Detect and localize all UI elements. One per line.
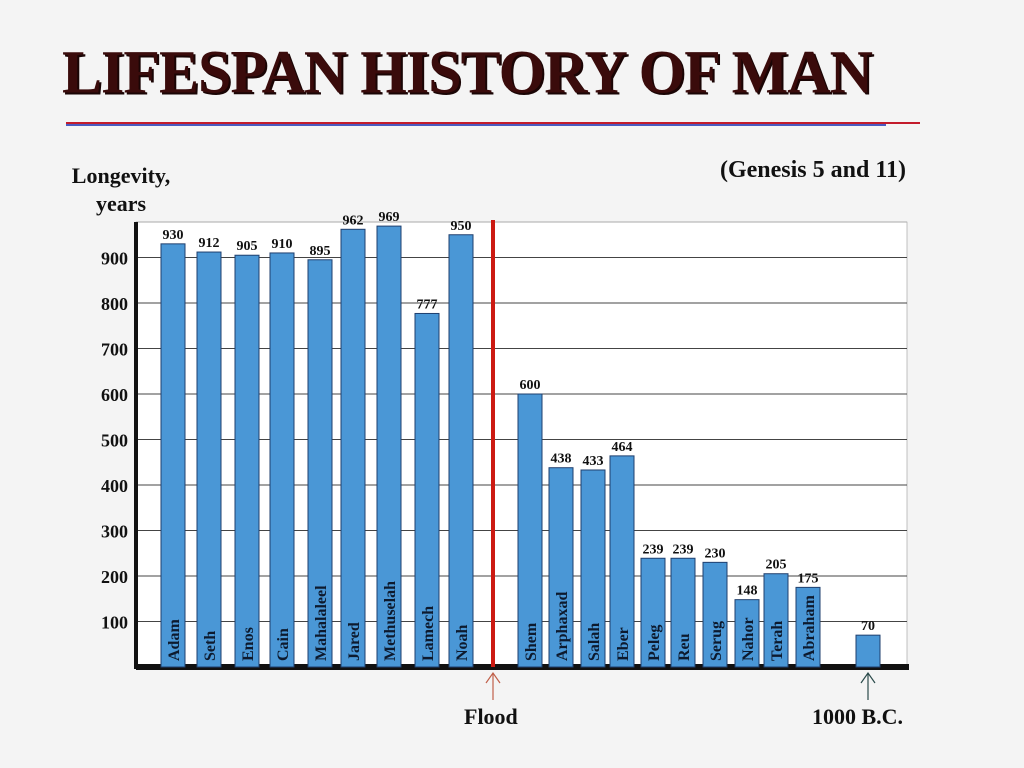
bar-category-label: Noah bbox=[454, 624, 471, 661]
bar-category-label: Nahor bbox=[740, 617, 757, 661]
bar-value-label: 912 bbox=[199, 236, 220, 251]
bar-value-label: 777 bbox=[417, 297, 438, 312]
y-tick-label: 800 bbox=[101, 294, 128, 314]
bar-category-label: Mahalaleel bbox=[313, 585, 330, 661]
bar-value-label: 148 bbox=[737, 584, 758, 599]
bc-annotation: 1000 B.C. bbox=[812, 704, 904, 729]
bar-value-label: 969 bbox=[379, 210, 400, 225]
title-underline-shadow bbox=[66, 124, 886, 126]
bar bbox=[670, 557, 696, 668]
bar-value-label: 464 bbox=[612, 440, 633, 455]
y-axis-label-line2: years bbox=[95, 191, 147, 216]
bar-category-label: Abraham bbox=[801, 595, 818, 661]
bar bbox=[234, 254, 260, 668]
bar-category-label: Terah bbox=[769, 621, 786, 661]
bar bbox=[448, 234, 474, 668]
bar bbox=[548, 467, 574, 668]
y-tick-label: 300 bbox=[101, 522, 128, 542]
flood-arrow-head-icon bbox=[485, 671, 501, 684]
bar bbox=[763, 573, 789, 668]
y-axis-label: Longevity, years bbox=[56, 162, 186, 218]
bar-value-label: 950 bbox=[451, 219, 472, 234]
bar-category-label: Shem bbox=[523, 622, 540, 661]
bar-value-label: 910 bbox=[272, 237, 293, 252]
bar-value-label: 433 bbox=[583, 454, 604, 469]
bar-category-label: Adam bbox=[166, 619, 183, 661]
bar-value-label: 930 bbox=[163, 228, 184, 243]
bar-category-label: Salah bbox=[586, 623, 603, 661]
bc-arrow-head-icon bbox=[860, 671, 876, 684]
bar-category-label: Methuselah bbox=[382, 581, 399, 661]
bar bbox=[517, 393, 543, 668]
bar-category-label: Eber bbox=[615, 627, 632, 661]
bar bbox=[702, 561, 728, 668]
y-tick-label: 900 bbox=[101, 249, 128, 269]
bar bbox=[160, 243, 186, 668]
chart-subtitle: (Genesis 5 and 11) bbox=[719, 157, 906, 183]
bar bbox=[580, 469, 606, 668]
bar-value-label: 230 bbox=[705, 546, 726, 561]
bar-value-label: 438 bbox=[551, 452, 572, 467]
y-tick-label: 600 bbox=[101, 385, 128, 405]
y-tick-label: 700 bbox=[101, 340, 128, 360]
bar-category-label: Peleg bbox=[646, 625, 663, 661]
bar-value-label: 600 bbox=[520, 378, 541, 393]
bar-value-label: 962 bbox=[343, 213, 364, 228]
title-underline bbox=[66, 122, 920, 124]
y-tick-label: 500 bbox=[101, 431, 128, 451]
bar-category-label: Seth bbox=[202, 631, 219, 661]
bar-value-label: 239 bbox=[643, 542, 664, 557]
bar-category-label: Cain bbox=[275, 628, 292, 661]
page-title: LIFESPAN HISTORY OF MAN bbox=[62, 38, 873, 106]
bar bbox=[734, 599, 760, 668]
bar-value-label: 70 bbox=[861, 619, 875, 634]
bar-category-label: Enos bbox=[240, 627, 257, 661]
y-tick-label: 400 bbox=[101, 476, 128, 496]
bar bbox=[196, 251, 222, 668]
bar bbox=[609, 455, 635, 668]
bar-category-label: Reu bbox=[676, 633, 693, 661]
bar bbox=[376, 225, 402, 668]
bar bbox=[340, 228, 366, 668]
bar-value-label: 239 bbox=[673, 542, 694, 557]
bar bbox=[795, 586, 821, 668]
y-axis-label-line1: Longevity, bbox=[71, 163, 171, 188]
bar-category-label: Lamech bbox=[420, 606, 437, 661]
bar bbox=[307, 259, 333, 668]
bar-value-label: 905 bbox=[237, 239, 258, 254]
bar-value-label: 895 bbox=[310, 244, 331, 259]
bar-category-label: Arphaxad bbox=[554, 592, 571, 661]
bar-category-label: Jared bbox=[346, 622, 363, 661]
bar bbox=[855, 634, 881, 668]
bar-category-label: Serug bbox=[708, 621, 725, 661]
bar bbox=[269, 252, 295, 668]
bar bbox=[414, 312, 440, 668]
bar-value-label: 175 bbox=[798, 571, 819, 586]
bar bbox=[640, 557, 666, 668]
bar-value-label: 205 bbox=[766, 558, 787, 573]
y-tick-label: 200 bbox=[101, 567, 128, 587]
flood-annotation: Flood bbox=[464, 704, 518, 729]
y-tick-label: 100 bbox=[101, 613, 128, 633]
